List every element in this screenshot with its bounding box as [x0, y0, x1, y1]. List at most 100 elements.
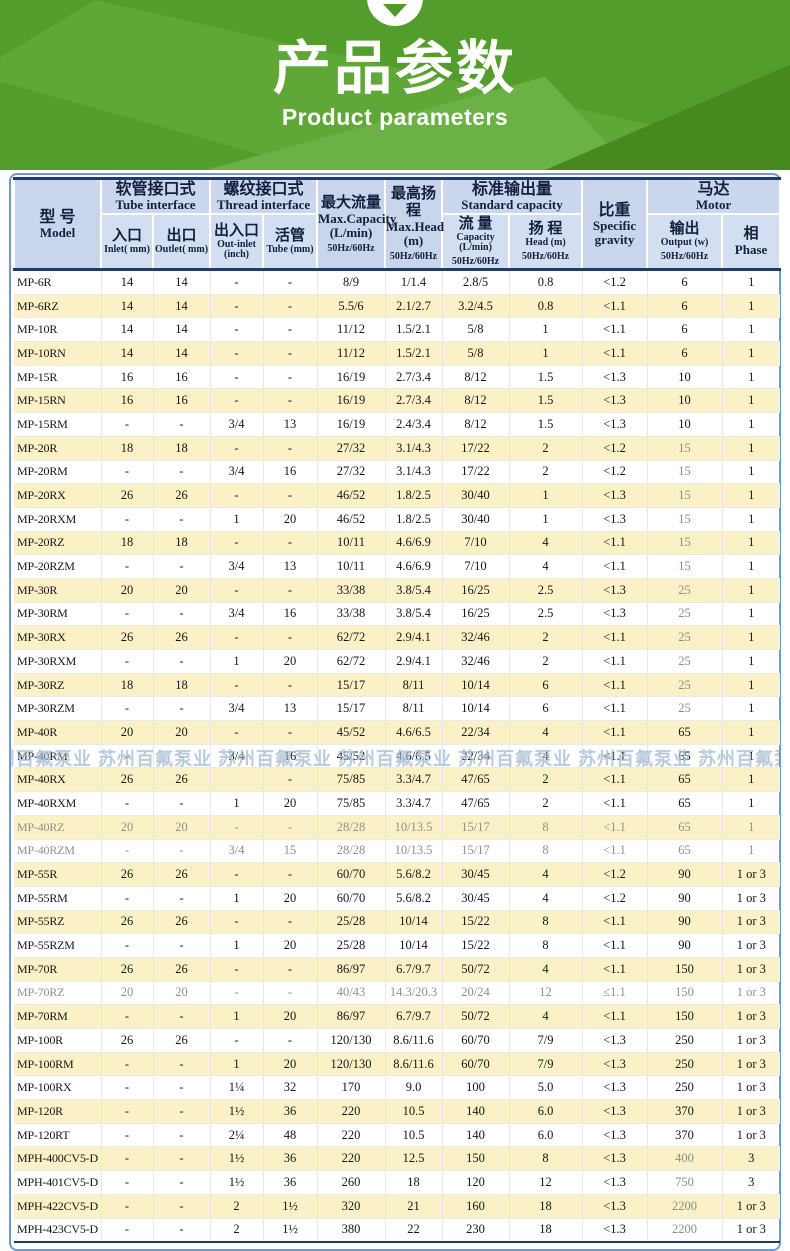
value-cell: 5.5/6 — [317, 293, 386, 318]
value-cell: 36 — [263, 1146, 318, 1171]
value-cell: - — [210, 293, 264, 318]
value-cell: 48 — [263, 1122, 318, 1147]
value-cell: - — [101, 506, 154, 532]
value-cell: 9.0 — [385, 1075, 443, 1100]
value-cell: - — [153, 885, 211, 911]
value-cell: 18 — [101, 435, 154, 460]
value-cell: 27/32 — [317, 459, 386, 484]
value-cell: <1.3 — [582, 1099, 648, 1124]
value-cell: 2200 — [647, 1217, 723, 1243]
value-cell: 1.5/2.1 — [385, 317, 443, 342]
model-cell: MP-40RXM — [14, 791, 102, 816]
value-cell: - — [263, 293, 318, 318]
table-row: MP-70R 26 26- -86/97 6.7/9.7 50/72 4 <1.1 150 1 o… — [14, 956, 781, 982]
value-cell: 4 — [509, 956, 583, 982]
value-cell: 90 — [647, 933, 723, 958]
model-cell: MP-40R — [14, 720, 102, 745]
table-row: MP-70RM - -1 20 86/97 6.7/9.7 50/72 4 <1.1 150 1 o… — [14, 1004, 781, 1029]
value-cell: 8/11 — [385, 696, 443, 721]
value-cell: 8/12 — [442, 412, 510, 437]
value-cell: 1 or 3 — [722, 1051, 781, 1076]
value-cell: 15 — [647, 530, 723, 555]
value-cell: 1 or 3 — [722, 1099, 781, 1124]
model-cell: MP-40RZM — [14, 838, 102, 863]
value-cell: 370 — [647, 1122, 723, 1147]
value-cell: 30/45 — [442, 862, 510, 887]
value-cell: 1 — [210, 506, 264, 532]
value-cell: 2.5 — [509, 577, 583, 603]
table-body: MP-6R 14 14- -8/9 1/1.4 2.8/5 0.8 <1.2 6 1 MP-6RZ 1… — [14, 269, 781, 1243]
value-cell: 100 — [442, 1075, 510, 1100]
value-cell: - — [263, 767, 318, 792]
value-cell: 14 — [153, 269, 211, 295]
value-cell: 60/70 — [442, 1051, 510, 1076]
value-cell: 1 or 3 — [722, 956, 781, 982]
value-cell: 2 — [210, 1193, 264, 1218]
value-cell: - — [153, 1217, 211, 1243]
value-cell: - — [263, 341, 318, 366]
value-cell: 25 — [647, 577, 723, 603]
table-row: MP-30R 20 20- -33/38 3.8/5.4 16/25 2.5 <1.3 25 1 — [14, 577, 781, 603]
value-cell: 4 — [509, 743, 583, 768]
value-cell: 10/14 — [442, 672, 510, 697]
value-cell: 15 — [647, 435, 723, 460]
value-cell: 14.3/20.3 — [385, 980, 443, 1005]
value-cell: 1 — [722, 601, 781, 626]
value-cell: 20/24 — [442, 980, 510, 1005]
value-cell: 20 — [263, 506, 318, 532]
value-cell: 32/46 — [442, 625, 510, 650]
table-row: MP-15RM - -3/4 13 16/19 2.4/3.4 8/12 1.5 <1.3 10 1 — [14, 412, 781, 437]
value-cell: 2¼ — [210, 1122, 264, 1147]
value-cell: - — [263, 269, 318, 295]
value-cell: - — [263, 720, 318, 745]
model-cell: MP-30RM — [14, 601, 102, 626]
value-cell: 1 — [509, 317, 583, 342]
value-cell: 10.5 — [385, 1099, 443, 1124]
value-cell: 1 — [722, 814, 781, 839]
value-cell: - — [263, 435, 318, 460]
value-cell: <1.1 — [582, 743, 648, 768]
value-cell: 26 — [153, 909, 211, 934]
value-cell: 65 — [647, 720, 723, 745]
value-cell: - — [263, 364, 318, 389]
value-cell: 2.9/4.1 — [385, 649, 443, 674]
value-cell: 10/14 — [385, 909, 443, 934]
value-cell: - — [263, 862, 318, 887]
value-cell: <1.1 — [582, 720, 648, 745]
value-cell: 6.0 — [509, 1122, 583, 1147]
value-cell: 20 — [153, 980, 211, 1005]
value-cell: - — [210, 980, 264, 1005]
table-row: MP-20R 18 18- -27/32 3.1/4.3 17/22 2 <1.2 15 1 — [14, 435, 781, 460]
value-cell: 1 — [722, 838, 781, 863]
value-cell: 18 — [385, 1170, 443, 1195]
value-cell: 30/45 — [442, 885, 510, 911]
value-cell: 4 — [509, 1004, 583, 1029]
value-cell: 750 — [647, 1170, 723, 1195]
value-cell: - — [210, 269, 264, 295]
value-cell: 26 — [101, 483, 154, 508]
col-max-head: 最高扬程 Max.Head (m) 50Hz/60Hz — [384, 177, 444, 271]
value-cell: 3 — [722, 1146, 781, 1171]
value-cell: - — [153, 696, 211, 721]
value-cell: 2 — [509, 649, 583, 674]
value-cell: 1 or 3 — [722, 1004, 781, 1029]
value-cell: 25/28 — [317, 933, 386, 958]
col-output: 输出 Output (w) 50Hz/60Hz — [646, 213, 724, 271]
value-cell: 2 — [509, 459, 583, 484]
value-cell: - — [153, 506, 211, 532]
model-cell: MP-30R — [14, 577, 102, 603]
value-cell: 18 — [509, 1193, 583, 1218]
value-cell: 26 — [101, 1028, 154, 1053]
value-cell: 65 — [647, 743, 723, 768]
table-row: MP-40RZM - -3/4 15 28/28 10/13.5 15/17 8 <1.1 65 1 — [14, 838, 781, 863]
value-cell: <1.1 — [582, 696, 648, 721]
value-cell: 1 or 3 — [722, 1075, 781, 1100]
value-cell: 2.4/3.4 — [385, 412, 443, 437]
value-cell: 62/72 — [317, 649, 386, 674]
value-cell: 7/10 — [442, 530, 510, 555]
value-cell: 1 — [210, 885, 264, 911]
value-cell: 10/14 — [385, 933, 443, 958]
value-cell: 6 — [647, 341, 723, 366]
table-row: MP-100R 26 26- -120/130 8.6/11.6 60/70 7/9 <1.3… — [14, 1028, 781, 1053]
value-cell: 15 — [263, 838, 318, 863]
